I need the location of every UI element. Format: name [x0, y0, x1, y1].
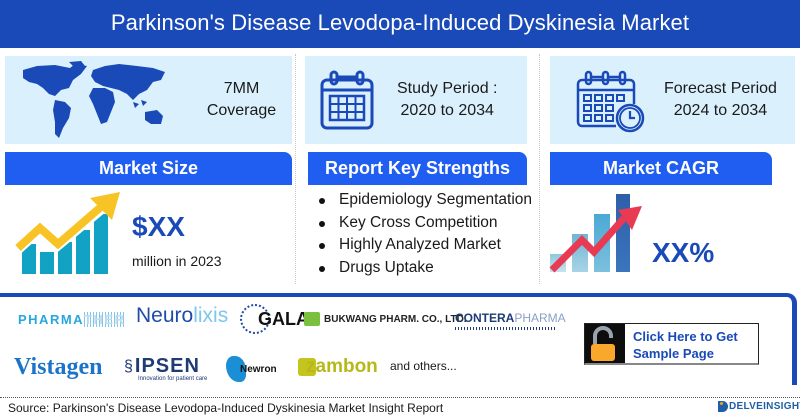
logo-text: Neuro	[136, 304, 194, 327]
bukwang-mark-icon	[304, 312, 320, 326]
logo-newron: Newron	[226, 356, 277, 382]
list-item: Highly Analyzed Market	[315, 234, 532, 257]
cta-line-1: Click Here to Get	[633, 329, 738, 344]
newron-figure-icon	[226, 356, 246, 382]
logo-tagline: Innovation for patient care	[138, 376, 208, 382]
logo-pharmather: PHARMA THER	[18, 312, 126, 327]
logo-text: GALA	[258, 308, 309, 329]
study-period-text: Study Period : 2020 to 2034	[397, 78, 498, 122]
logo-zambon: Zambon	[298, 356, 378, 378]
page-title: Parkinson's Disease Levodopa-Induced Dys…	[0, 0, 800, 48]
study-period-box: Study Period : 2020 to 2034	[305, 56, 527, 144]
growth-chart-icon	[13, 192, 124, 281]
logo-gala: GALA	[240, 304, 309, 334]
list-item: Drugs Uptake	[315, 257, 532, 280]
get-sample-page-button[interactable]: Click Here to Get Sample Page	[584, 323, 759, 365]
key-strengths-list: Epidemiology Segmentation Key Cross Comp…	[315, 189, 532, 279]
logo-vistagen: Vistagen	[14, 354, 102, 381]
market-size-value: $XX	[132, 211, 185, 242]
forecast-period-label: Forecast Period	[664, 80, 777, 97]
market-size-heading: Market Size	[5, 152, 292, 185]
coverage-box: 7MM Coverage	[5, 56, 292, 144]
market-cagr-heading: Market CAGR	[550, 152, 772, 185]
contera-ticks	[455, 327, 555, 330]
source-text: Source: Parkinson's Disease Levodopa-Ind…	[8, 401, 444, 415]
delveinsight-mark-icon	[718, 401, 728, 412]
companies-frame	[0, 293, 797, 385]
others-label: and others...	[390, 359, 457, 373]
logo-text: PHARMA	[514, 311, 566, 325]
calendar-clock-icon	[576, 70, 646, 139]
market-cagr-value: XX%	[652, 237, 715, 268]
zambon-square-icon	[298, 358, 316, 376]
logo-ipsen: § IPSEN Innovation for patient care	[124, 355, 207, 382]
column-divider	[295, 54, 296, 284]
delveinsight-logo: DELVEINSIGHT	[718, 401, 800, 412]
logo-text: BUKWANG PHARM. CO., LTD.	[324, 313, 467, 325]
brand-text: DELVEINSIGHT	[729, 401, 800, 412]
calendar-icon	[319, 70, 375, 137]
forecast-period-text: Forecast Period 2024 to 2034	[664, 78, 777, 122]
logo-text: Zambon	[306, 356, 378, 377]
coverage-label: 7MM Coverage	[206, 80, 277, 119]
world-map-icon	[15, 60, 175, 147]
study-period-range: 2020 to 2034	[400, 102, 494, 119]
logo-text: Newron	[240, 363, 277, 375]
logo-text: CONTERA	[455, 311, 515, 325]
cagr-chart-icon	[548, 192, 648, 279]
logo-text: THER	[84, 312, 126, 327]
sample-page-label: Click Here to Get Sample Page	[625, 324, 758, 363]
logo-text: PHARMA	[18, 312, 85, 327]
logo-text: IPSEN	[134, 355, 200, 377]
market-size-caption: million in 2023	[132, 253, 222, 269]
unlock-icon	[585, 324, 625, 363]
logo-bukwang: BUKWANG PHARM. CO., LTD.	[304, 312, 467, 326]
forecast-period-range: 2024 to 2034	[673, 102, 768, 119]
column-divider	[539, 54, 540, 284]
logo-text: Vistagen	[14, 354, 103, 380]
study-period-label: Study Period :	[397, 80, 498, 97]
dna-icon: §	[124, 357, 133, 375]
list-item: Key Cross Competition	[315, 212, 532, 235]
footer-divider	[0, 397, 800, 398]
logo-text: lixis	[193, 304, 229, 327]
logo-neurolixis: Neuro lixis	[136, 304, 228, 328]
gala-burst-icon	[240, 304, 270, 334]
logo-contera: CONTERAPHARMA	[455, 309, 566, 330]
key-strengths-heading: Report Key Strengths	[308, 152, 527, 185]
list-item: Epidemiology Segmentation	[315, 189, 532, 212]
cta-line-2: Sample Page	[633, 346, 714, 361]
forecast-period-box: Forecast Period 2024 to 2034	[550, 56, 795, 144]
